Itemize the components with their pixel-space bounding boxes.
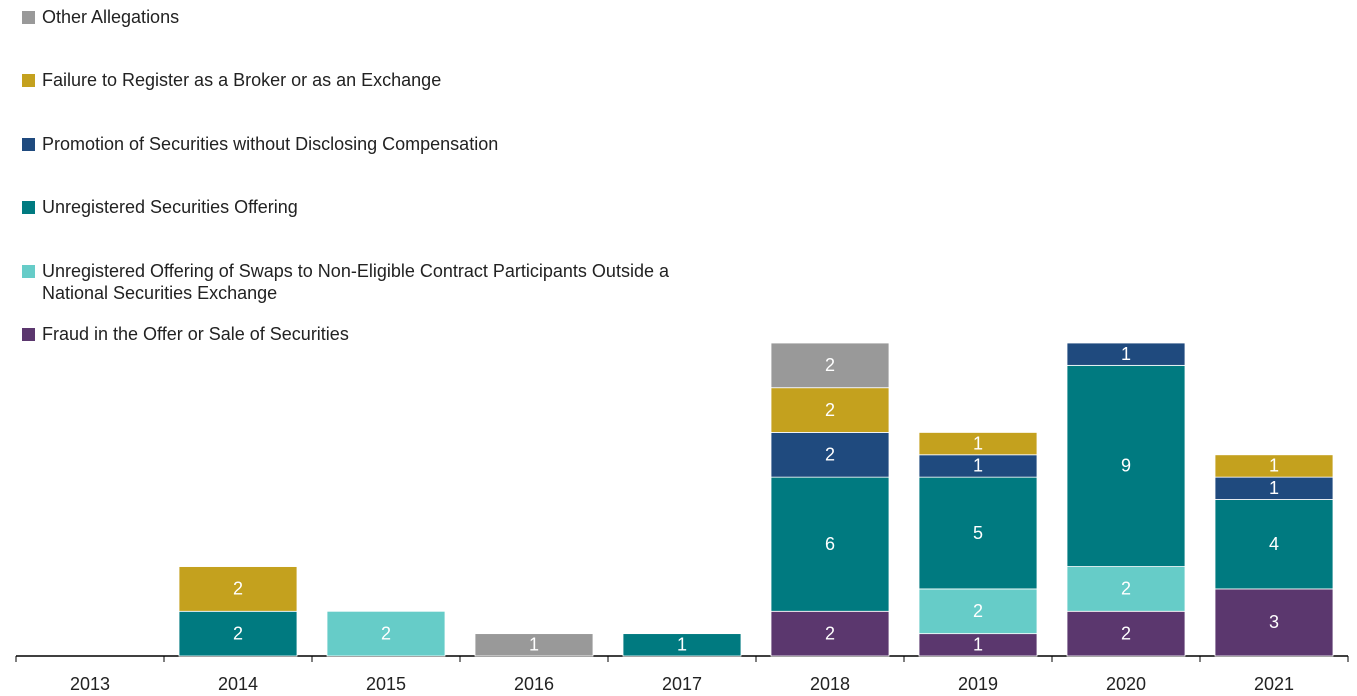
data-label: 9 [1121, 456, 1131, 476]
legend-swatch [22, 11, 35, 24]
legend-item: Unregistered Securities Offering [22, 196, 732, 218]
data-label: 4 [1269, 534, 1279, 554]
bar-segment [918, 476, 1038, 590]
bar-segment [1214, 454, 1334, 478]
bar-segment [918, 588, 1038, 635]
legend-label: Unregistered Securities Offering [42, 197, 298, 218]
data-label: 2 [233, 579, 243, 599]
data-label: 6 [825, 534, 835, 554]
data-label: 5 [973, 523, 983, 543]
bar-segment [1066, 364, 1186, 567]
data-label: 1 [677, 635, 687, 655]
bar-segment [178, 566, 298, 612]
bar-segment [770, 610, 890, 657]
data-label: 2 [825, 445, 835, 465]
bar-segment [178, 610, 298, 657]
data-label: 2 [233, 623, 243, 643]
legend-label: Promotion of Securities without Disclosi… [42, 133, 499, 154]
legend-label: Unregistered Offering of Swaps to Non-El… [42, 260, 669, 303]
bar-segment [770, 476, 890, 612]
bar-segment [1066, 566, 1186, 612]
legend-swatch [22, 264, 35, 278]
x-tick-label: 2014 [218, 674, 258, 694]
data-label: 3 [1269, 612, 1279, 632]
x-tick-label: 2021 [1254, 674, 1294, 694]
bar-segment [326, 610, 446, 657]
data-label: 2 [1121, 623, 1131, 643]
x-tick-label: 2020 [1106, 674, 1146, 694]
bar-segment [1214, 588, 1334, 657]
bar-segment [770, 432, 890, 478]
bar-segment [1214, 499, 1334, 590]
x-tick-label: 2013 [70, 674, 110, 694]
legend-swatch [22, 137, 35, 151]
x-tick-label: 2017 [662, 674, 702, 694]
data-label: 2 [1121, 579, 1131, 599]
legend-item: Failure to Register as a Broker or as an… [22, 69, 732, 91]
legend-label: Other Allegations [42, 7, 180, 27]
data-label: 2 [825, 355, 835, 375]
data-label: 2 [381, 623, 391, 643]
bar-segment [770, 342, 890, 389]
data-label: 1 [973, 456, 983, 476]
data-label: 2 [825, 400, 835, 420]
legend-item: Unregistered Offering of Swaps to Non-El… [22, 260, 732, 304]
data-label: 1 [1121, 344, 1131, 364]
data-label: 1 [1269, 456, 1279, 476]
data-label: 2 [825, 623, 835, 643]
legend-swatch [22, 328, 35, 341]
x-tick-label: 2019 [958, 674, 998, 694]
data-label: 1 [973, 635, 983, 655]
x-tick-label: 2016 [514, 674, 554, 694]
bar-segment [474, 633, 594, 657]
legend-item: Fraud in the Offer or Sale of Securities [22, 323, 732, 345]
legend-label: Failure to Register as a Broker or as an… [42, 70, 442, 91]
legend-swatch [22, 74, 35, 88]
legend-item: Promotion of Securities without Disclosi… [22, 133, 732, 155]
x-tick-label: 2015 [366, 674, 406, 694]
data-label: 2 [973, 601, 983, 621]
legend-item: Other Allegations [22, 6, 732, 28]
bar-segment [918, 432, 1038, 456]
x-tick-label: 2018 [810, 674, 850, 694]
bar-segment [1066, 342, 1186, 366]
legend-label: Fraud in the Offer or Sale of Securities [42, 324, 349, 344]
bar-segment [622, 633, 742, 657]
bar-segment [1066, 610, 1186, 657]
data-label: 1 [1269, 478, 1279, 498]
legend-swatch [22, 201, 35, 215]
data-label: 1 [529, 635, 539, 655]
data-label: 1 [973, 433, 983, 453]
